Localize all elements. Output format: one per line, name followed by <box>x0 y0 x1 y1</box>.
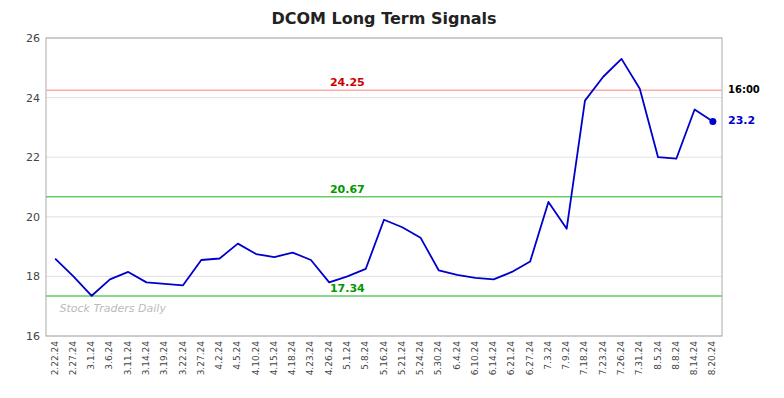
x-tick-label: 3.19.24 <box>159 341 169 376</box>
x-tick-label: 3.14.24 <box>141 341 151 376</box>
x-tick-label: 7.18.24 <box>579 341 589 376</box>
x-tick-label: 5.30.24 <box>433 341 443 376</box>
x-tick-label: 5.24.24 <box>415 341 425 376</box>
y-tick-label: 22 <box>26 151 40 164</box>
x-tick-label: 4.15.24 <box>269 341 279 376</box>
x-tick-label: 5.21.24 <box>397 341 407 376</box>
x-tick-label: 8.8.24 <box>671 341 681 370</box>
grid-line <box>46 216 722 217</box>
x-tick-label: 7.26.24 <box>616 341 626 376</box>
x-tick-label: 2.27.24 <box>68 341 78 376</box>
x-tick-label: 6.14.24 <box>488 341 498 376</box>
x-tick-label: 3.11.24 <box>123 341 133 376</box>
x-tick-label: 6.21.24 <box>506 341 516 376</box>
y-tick-label: 20 <box>26 211 40 224</box>
level-label: 17.34 <box>330 282 365 295</box>
level-label: 24.25 <box>330 76 365 89</box>
level-line <box>46 196 722 198</box>
x-tick-label: 4.10.24 <box>251 341 261 376</box>
x-tick-label: 7.23.24 <box>598 341 608 376</box>
x-tick-label: 3.6.24 <box>104 341 114 370</box>
level-line <box>46 89 722 91</box>
x-tick-label: 4.23.24 <box>305 341 315 376</box>
end-dot <box>709 118 716 125</box>
x-tick-label: 6.27.24 <box>525 341 535 376</box>
level-label: 20.67 <box>330 183 365 196</box>
time-label: 16:00 <box>728 84 760 95</box>
grid-line <box>46 97 722 98</box>
x-tick-label: 5.16.24 <box>379 341 389 376</box>
x-tick-label: 4.26.24 <box>324 341 334 376</box>
x-tick-label: 5.1.24 <box>342 341 352 370</box>
level-line <box>46 295 722 297</box>
x-tick-label: 7.3.24 <box>543 341 553 370</box>
x-tick-label: 8.14.24 <box>689 341 699 376</box>
x-tick-label: 7.31.24 <box>634 341 644 376</box>
x-tick-label: 4.2.24 <box>214 341 224 370</box>
price-line <box>55 59 713 296</box>
x-tick-label: 6.4.24 <box>452 341 462 370</box>
x-tick-label: 6.10.24 <box>470 341 480 376</box>
y-tick-label: 16 <box>26 330 40 343</box>
end-label: 23.2 <box>728 114 755 127</box>
watermark: Stock Traders Daily <box>60 302 167 315</box>
x-tick-label: 3.27.24 <box>196 341 206 376</box>
grid-line <box>46 157 722 158</box>
x-tick-label: 4.5.24 <box>232 341 242 370</box>
plot-area <box>46 59 722 296</box>
plot-frame <box>46 38 722 336</box>
chart: DCOM Long Term Signals 16 18 20 22 24 26 2.22.2… <box>0 0 784 398</box>
title: DCOM Long Term Signals <box>271 9 496 28</box>
y-tick-label: 24 <box>26 92 40 105</box>
y-tick-label: 26 <box>26 32 40 45</box>
x-tick-label: 8.20.24 <box>707 341 717 376</box>
x-tick-label: 3.1.24 <box>86 341 96 370</box>
x-tick-label: 2.22.24 <box>50 341 60 376</box>
x-tick-label: 4.18.24 <box>287 341 297 376</box>
x-tick-label: 8.5.24 <box>653 341 663 370</box>
y-tick-label: 18 <box>26 270 40 283</box>
x-tick-label: 5.8.24 <box>360 341 370 370</box>
grid-line <box>46 276 722 277</box>
x-tick-label: 3.22.24 <box>178 341 188 376</box>
x-tick-label: 7.9.24 <box>561 341 571 370</box>
